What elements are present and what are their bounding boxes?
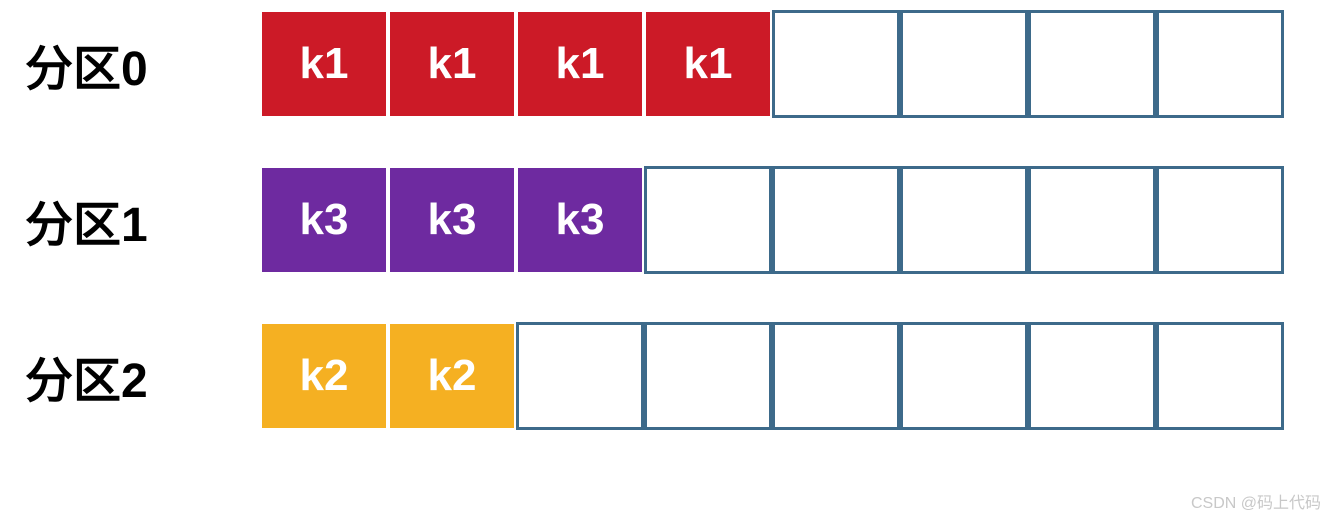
filled-cell: k2: [260, 322, 388, 430]
empty-cell: [516, 322, 644, 430]
empty-cell: [1156, 322, 1284, 430]
partition-label: 分区2: [20, 341, 260, 411]
watermark-text: CSDN @码上代码: [1191, 489, 1321, 513]
empty-cell: [772, 166, 900, 274]
filled-cell: k3: [260, 166, 388, 274]
partition-cells: k3k3k3: [260, 166, 1284, 274]
filled-cell: k3: [388, 166, 516, 274]
empty-cell: [644, 322, 772, 430]
partition-cells: k1k1k1k1: [260, 10, 1284, 118]
partition-cells: k2k2: [260, 322, 1284, 430]
filled-cell: k3: [516, 166, 644, 274]
empty-cell: [900, 166, 1028, 274]
empty-cell: [772, 322, 900, 430]
empty-cell: [772, 10, 900, 118]
filled-cell: k1: [644, 10, 772, 118]
partition-label: 分区1: [20, 185, 260, 255]
filled-cell: k1: [260, 10, 388, 118]
empty-cell: [1028, 10, 1156, 118]
filled-cell: k2: [388, 322, 516, 430]
empty-cell: [1156, 166, 1284, 274]
partition-row: 分区1k3k3k3: [20, 166, 1319, 274]
empty-cell: [900, 322, 1028, 430]
partition-label: 分区0: [20, 29, 260, 99]
partition-diagram: 分区0k1k1k1k1分区1k3k3k3分区2k2k2: [20, 10, 1319, 430]
empty-cell: [1156, 10, 1284, 118]
partition-row: 分区0k1k1k1k1: [20, 10, 1319, 118]
filled-cell: k1: [388, 10, 516, 118]
empty-cell: [900, 10, 1028, 118]
empty-cell: [644, 166, 772, 274]
filled-cell: k1: [516, 10, 644, 118]
empty-cell: [1028, 166, 1156, 274]
partition-row: 分区2k2k2: [20, 322, 1319, 430]
empty-cell: [1028, 322, 1156, 430]
